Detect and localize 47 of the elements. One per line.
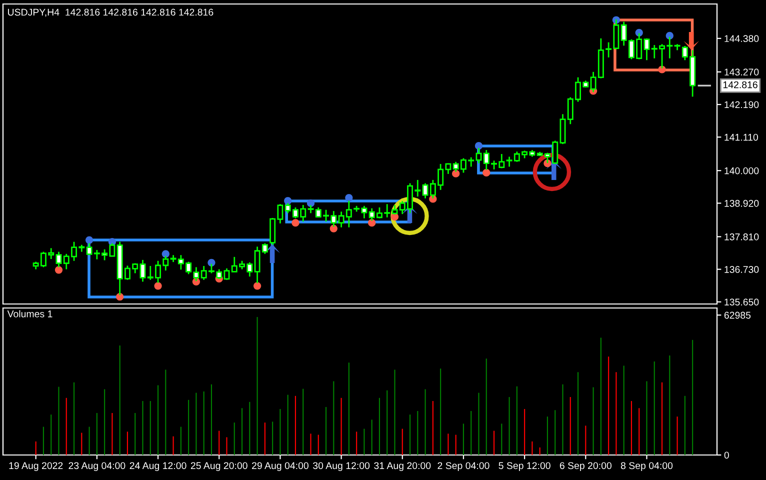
point	[306, 199, 315, 207]
point	[208, 258, 216, 266]
point	[116, 292, 124, 301]
point	[474, 142, 483, 150]
x-tick-label: 25 Aug 20:00	[190, 462, 248, 472]
point	[330, 224, 338, 232]
ref-line-label: 142.816	[723, 81, 758, 88]
x-tick-label: 24 Aug 12:00	[130, 462, 186, 472]
y-tick-label: 143.270	[724, 68, 759, 76]
point	[162, 250, 170, 258]
y-tick-label: 141.110	[724, 134, 758, 141]
x-tick-label: 8 Sep 04:00	[620, 462, 673, 472]
x-tick-label: 2 Sep 04:00	[438, 462, 490, 472]
point	[345, 194, 353, 202]
x-tick-label: 5 Sep 12:00	[498, 462, 550, 472]
y-tick-label: 62985	[724, 312, 751, 319]
x-tick-label: 31 Aug 20:00	[374, 462, 431, 472]
y-tick-label: 140.000	[724, 167, 759, 174]
y-tick-label: 144.380	[724, 35, 759, 42]
point	[284, 196, 292, 205]
y-tick-label: 0	[724, 452, 729, 459]
point	[658, 66, 666, 74]
candlestick	[644, 38, 650, 61]
chart-title: USDJPY,H4 142.816 142.816 142.816 142.816	[8, 8, 214, 17]
point	[54, 266, 63, 274]
point	[85, 236, 94, 244]
point	[253, 282, 262, 290]
y-tick-label: 136.730	[724, 266, 759, 273]
candlestick	[224, 268, 230, 281]
chart-title: Volumes 1	[7, 310, 52, 318]
y-tick-label: 138.920	[724, 200, 759, 207]
y-tick-label: 142.190	[724, 101, 759, 108]
y-tick-label: 135.650	[724, 298, 759, 306]
point	[452, 170, 460, 178]
x-tick-label: 29 Aug 04:00	[252, 462, 308, 472]
candlestick	[560, 113, 566, 145]
y-tick-label: 137.810	[724, 233, 759, 240]
x-tick-label: 30 Aug 12:00	[313, 462, 370, 472]
point	[666, 32, 674, 40]
x-tick-label: 6 Sep 20:00	[560, 462, 612, 472]
candlestick	[140, 259, 146, 282]
x-tick-label: 19 Aug 2022	[9, 462, 63, 472]
point	[368, 219, 376, 227]
point	[154, 282, 162, 290]
x-tick-label: 23 Aug 04:00	[68, 462, 126, 472]
point	[292, 219, 300, 227]
point	[482, 168, 490, 177]
